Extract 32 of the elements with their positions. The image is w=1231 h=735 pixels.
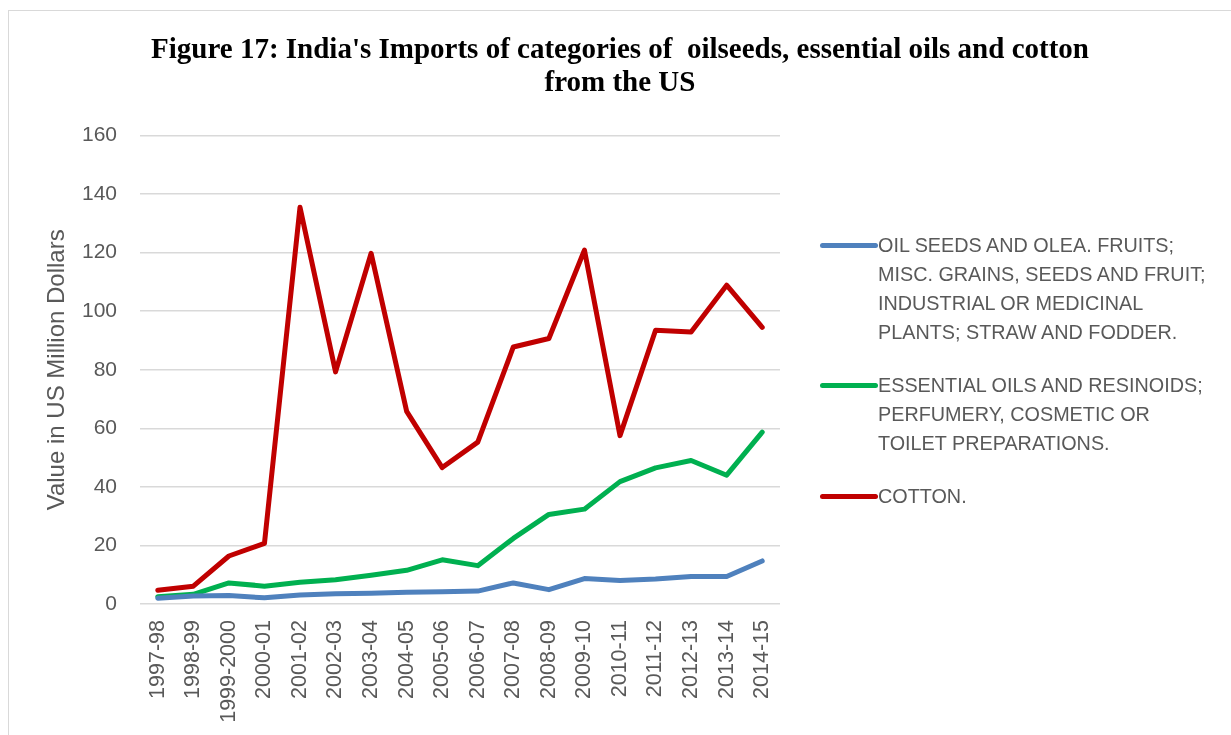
x-tick-label: 1999-2000 <box>215 619 240 723</box>
x-tick-label: 2000-01 <box>251 620 276 699</box>
x-tick-label: 2004-05 <box>393 619 418 699</box>
y-tick-label: 80 <box>93 356 117 380</box>
x-tick-label: 2011-12 <box>642 620 667 698</box>
x-tick-label: 2014-15 <box>749 619 774 699</box>
x-tick-label: 2007-08 <box>500 619 525 699</box>
x-tick-label: 1997-98 <box>144 619 169 699</box>
y-axis-title: Value in US Million Dollars <box>42 229 70 511</box>
x-tick-label: 2002-03 <box>322 619 347 699</box>
x-tick-label: 2012-13 <box>678 619 703 699</box>
y-tick-label: 160 <box>81 122 117 146</box>
y-tick-label: 40 <box>93 473 117 497</box>
chart-title: Figure 17: India's Imports of categories of oilseeds, essential oils and cotton from the US <box>150 32 1090 98</box>
x-tick-label: 2009-10 <box>571 619 596 699</box>
x-tick-label: 2008-09 <box>535 620 560 699</box>
x-tick-label: 1998-99 <box>180 620 205 699</box>
y-tick-label: 20 <box>93 532 117 556</box>
x-tick-label: 2003-04 <box>358 619 383 699</box>
legend-label: COTTON. <box>878 484 968 509</box>
y-tick-label: 120 <box>81 239 117 263</box>
x-tick-label: 2010-11 <box>606 620 631 698</box>
y-tick-label: 0 <box>105 590 117 614</box>
legend-label: OIL SEEDS AND OLEA. FRUITS; MISC. GRAINS, SEEDS AND FRUIT; INDUSTRIAL OR MEDICINAL PLANTS; STRAW AND FODDER. <box>878 233 1207 345</box>
legend-label: ESSENTIAL OILS AND RESINOIDS; PERFUMERY, COSMETIC OR TOILET PREPARATIONS. <box>878 373 1204 456</box>
y-tick-label: 100 <box>81 298 117 322</box>
x-tick-label: 2001-02 <box>286 620 311 699</box>
y-tick-label: 60 <box>93 415 117 439</box>
x-tick-label: 2006-07 <box>464 620 489 699</box>
x-tick-label: 2013-14 <box>713 619 738 699</box>
y-tick-label: 140 <box>81 180 117 204</box>
x-tick-label: 2005-06 <box>429 619 454 699</box>
